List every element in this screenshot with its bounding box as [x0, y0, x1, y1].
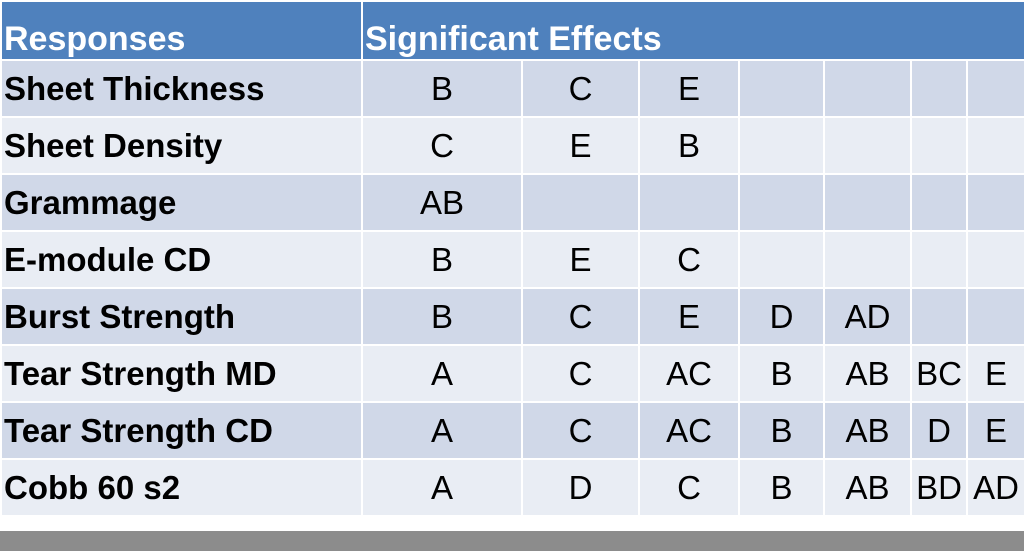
effect-cell: [965, 116, 1024, 175]
response-label: Grammage: [0, 173, 363, 232]
effect-cell: D: [910, 401, 968, 460]
effects-table-container: Responses Significant Effects Sheet Thic…: [0, 0, 1024, 531]
responses-header: Responses: [0, 0, 363, 61]
response-label: Cobb 60 s2: [0, 458, 363, 517]
effect-cell: C: [521, 287, 640, 346]
effect-cell: B: [361, 230, 523, 289]
effect-cell: A: [361, 401, 523, 460]
effect-cell: [823, 230, 912, 289]
bottom-bar: [0, 531, 1024, 551]
effect-cell: A: [361, 458, 523, 517]
effect-cell: AC: [638, 401, 740, 460]
effect-cell: [823, 173, 912, 232]
effect-cell: E: [521, 116, 640, 175]
effect-cell: [738, 116, 825, 175]
effect-cell: [965, 287, 1024, 346]
effect-cell: AC: [638, 344, 740, 403]
table-row: Tear Strength CD A C AC B AB D E: [0, 401, 1024, 460]
effect-cell: C: [638, 458, 740, 517]
effect-cell: AD: [823, 287, 912, 346]
effect-cell: [910, 230, 968, 289]
effect-cell: [910, 173, 968, 232]
effect-cell: E: [638, 287, 740, 346]
response-label: E-module CD: [0, 230, 363, 289]
response-label: Tear Strength CD: [0, 401, 363, 460]
effect-cell: [521, 173, 640, 232]
effect-cell: [910, 287, 968, 346]
effect-cell: BD: [910, 458, 968, 517]
significant-effects-header: Significant Effects: [360, 0, 1024, 61]
table-row: Cobb 60 s2 A D C B AB BD AD: [0, 458, 1024, 517]
effect-cell: AB: [361, 173, 523, 232]
effect-cell: [910, 59, 968, 118]
effect-cell: AB: [823, 401, 912, 460]
effect-cell: E: [521, 230, 640, 289]
effect-cell: B: [638, 116, 740, 175]
response-label: Sheet Density: [0, 116, 363, 175]
table-row: E-module CD B E C: [0, 230, 1024, 289]
effect-cell: E: [965, 401, 1024, 460]
table-row: Burst Strength B C E D AD: [0, 287, 1024, 346]
response-label: Burst Strength: [0, 287, 363, 346]
effect-cell: A: [361, 344, 523, 403]
effect-cell: B: [738, 344, 825, 403]
effect-cell: C: [521, 401, 640, 460]
effect-cell: [638, 173, 740, 232]
effect-cell: C: [638, 230, 740, 289]
effect-cell: [965, 173, 1024, 232]
effect-cell: C: [521, 59, 640, 118]
effect-cell: C: [361, 116, 523, 175]
effect-cell: AB: [823, 344, 912, 403]
table-row: Grammage AB: [0, 173, 1024, 232]
effect-cell: B: [738, 458, 825, 517]
effect-cell: [738, 173, 825, 232]
effect-cell: E: [965, 344, 1024, 403]
effect-cell: AB: [823, 458, 912, 517]
effect-cell: D: [521, 458, 640, 517]
response-label: Tear Strength MD: [0, 344, 363, 403]
effect-cell: E: [638, 59, 740, 118]
table-row: Sheet Thickness B C E: [0, 59, 1024, 118]
effect-cell: [738, 59, 825, 118]
effect-cell: [738, 230, 825, 289]
effect-cell: B: [361, 59, 523, 118]
significant-effects-table: Responses Significant Effects Sheet Thic…: [0, 0, 1024, 517]
effect-cell: [823, 116, 912, 175]
effect-cell: [965, 230, 1024, 289]
effect-cell: [823, 59, 912, 118]
effect-cell: [965, 59, 1024, 118]
effect-cell: B: [361, 287, 523, 346]
effect-cell: D: [738, 287, 825, 346]
effect-cell: C: [521, 344, 640, 403]
effect-cell: AD: [965, 458, 1024, 517]
table-row: Tear Strength MD A C AC B AB BC E: [0, 344, 1024, 403]
table-row: Sheet Density C E B: [0, 116, 1024, 175]
effect-cell: B: [738, 401, 825, 460]
header-row: Responses Significant Effects: [0, 0, 1024, 61]
response-label: Sheet Thickness: [0, 59, 363, 118]
effect-cell: [910, 116, 968, 175]
effect-cell: BC: [910, 344, 968, 403]
